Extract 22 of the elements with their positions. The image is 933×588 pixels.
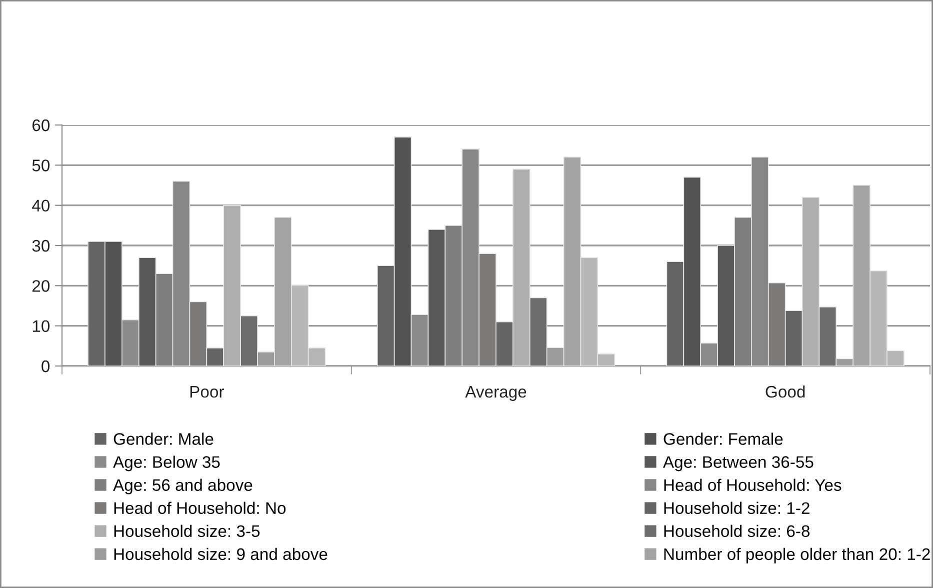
legend-label: Age: Between 36-55 — [662, 456, 814, 472]
x-tick-label: Poor — [190, 386, 224, 398]
x-tick-label: Average — [465, 386, 526, 401]
legend-label: Household size: 6-8 — [664, 524, 810, 538]
y-tick-label: 20 — [32, 280, 50, 292]
y-tick-label: 30 — [32, 240, 50, 252]
legend-label: Gender: Male — [114, 432, 214, 445]
legend-label: Household size: 3-5 — [114, 524, 260, 538]
legend-label: Gender: Female — [664, 432, 783, 445]
x-tick-label: Good — [766, 385, 805, 398]
legend-label: Age: Below 35 — [113, 456, 220, 472]
y-tick-label: 50 — [32, 160, 50, 172]
y-tick-label: 0 — [42, 360, 50, 372]
legend-label: Household size: 9 and above — [114, 548, 328, 560]
legend-label: Head of Household: Yes — [664, 478, 842, 491]
y-tick-label: 40 — [32, 200, 50, 212]
y-tick-label: 60 — [32, 119, 50, 132]
legend-label: Household size: 1-2 — [664, 502, 810, 514]
legend-label: Age: 56 and above — [113, 478, 252, 494]
legend-label: Head of Household: No — [114, 502, 286, 514]
y-tick-label: 10 — [32, 320, 50, 332]
legend-label: Number of people older than 20: 1-2 — [664, 548, 930, 564]
